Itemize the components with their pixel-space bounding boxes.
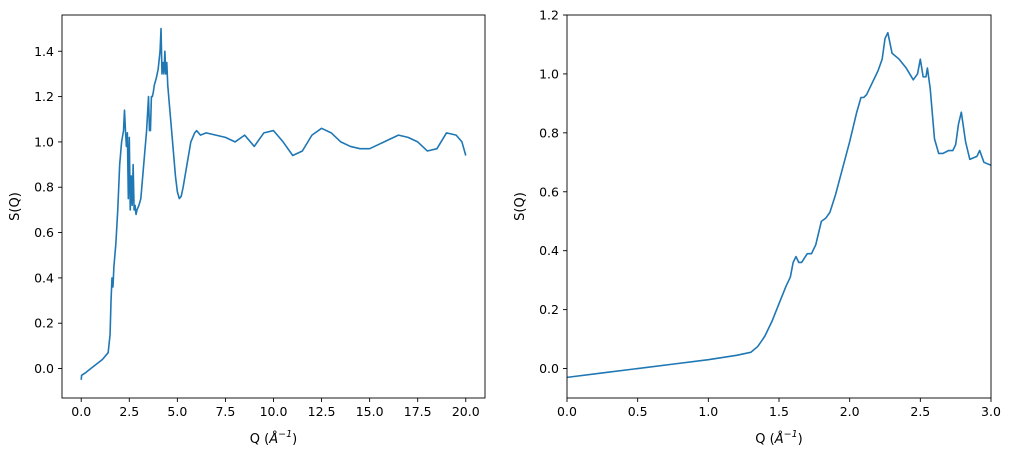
y-tick-label: 0.2 — [539, 302, 559, 317]
y-tick-label: 0.4 — [539, 243, 559, 258]
y-tick-label: 1.0 — [34, 134, 54, 149]
y-axis-label: S(Q) — [513, 192, 528, 221]
y-tick-label: 1.2 — [34, 89, 54, 104]
y-tick-label: 0.6 — [539, 184, 559, 199]
x-tick-label: 7.5 — [215, 404, 235, 419]
x-tick-label: 5.0 — [167, 404, 187, 419]
x-tick-label: 17.5 — [404, 404, 432, 419]
y-tick-label: 0.2 — [34, 316, 54, 331]
series-line-1 — [80, 27, 467, 380]
x-tick-label: 1.5 — [769, 404, 789, 419]
y-tick-label: 0.6 — [34, 225, 54, 240]
y-axis-label: S(Q) — [8, 192, 23, 221]
y-tick-label: 0.8 — [539, 125, 559, 140]
x-tick-label: 2.5 — [119, 404, 139, 419]
x-tick-label: 1.0 — [698, 404, 718, 419]
axes-frame — [61, 14, 486, 399]
x-tick-label: 2.5 — [910, 404, 930, 419]
x-tick-label: 12.5 — [308, 404, 336, 419]
y-tick-label: 0.0 — [539, 361, 559, 376]
chart-panel-2: 0.0 0.5 1.0 1.5 2.0 2.5 3.0 0.0 0.2 0.4 0.6 0.8 1.0 1… — [513, 8, 1001, 448]
x-axis-label: Q (Å−1) — [250, 429, 297, 447]
series-line-1 — [567, 31, 991, 379]
x-tick-label: 20.0 — [452, 404, 480, 419]
y-tick-label: 0.8 — [34, 180, 54, 195]
x-tick-label: 0.0 — [557, 404, 577, 419]
x-axis-label: Q (Å−1) — [755, 429, 802, 447]
y-tick-label: 0.4 — [34, 270, 54, 285]
x-tick-label: 15.0 — [356, 404, 384, 419]
chart-panel-1: 0.0 2.5 5.0 7.5 10.0 12.5 15.0 17.5 20.0 0.0 0.2 0.… — [8, 14, 486, 447]
y-tick-label: 1.0 — [539, 66, 559, 81]
x-tick-label: 0.5 — [628, 404, 648, 419]
x-tick-label: 2.0 — [840, 404, 860, 419]
x-tick-label: 10.0 — [260, 404, 288, 419]
y-tick-label: 1.2 — [539, 8, 559, 23]
y-tick-label: 0.0 — [34, 361, 54, 376]
y-tick-label: 1.4 — [34, 44, 54, 59]
x-tick-label: 3.0 — [981, 404, 1001, 419]
x-tick-label: 0.0 — [71, 404, 91, 419]
